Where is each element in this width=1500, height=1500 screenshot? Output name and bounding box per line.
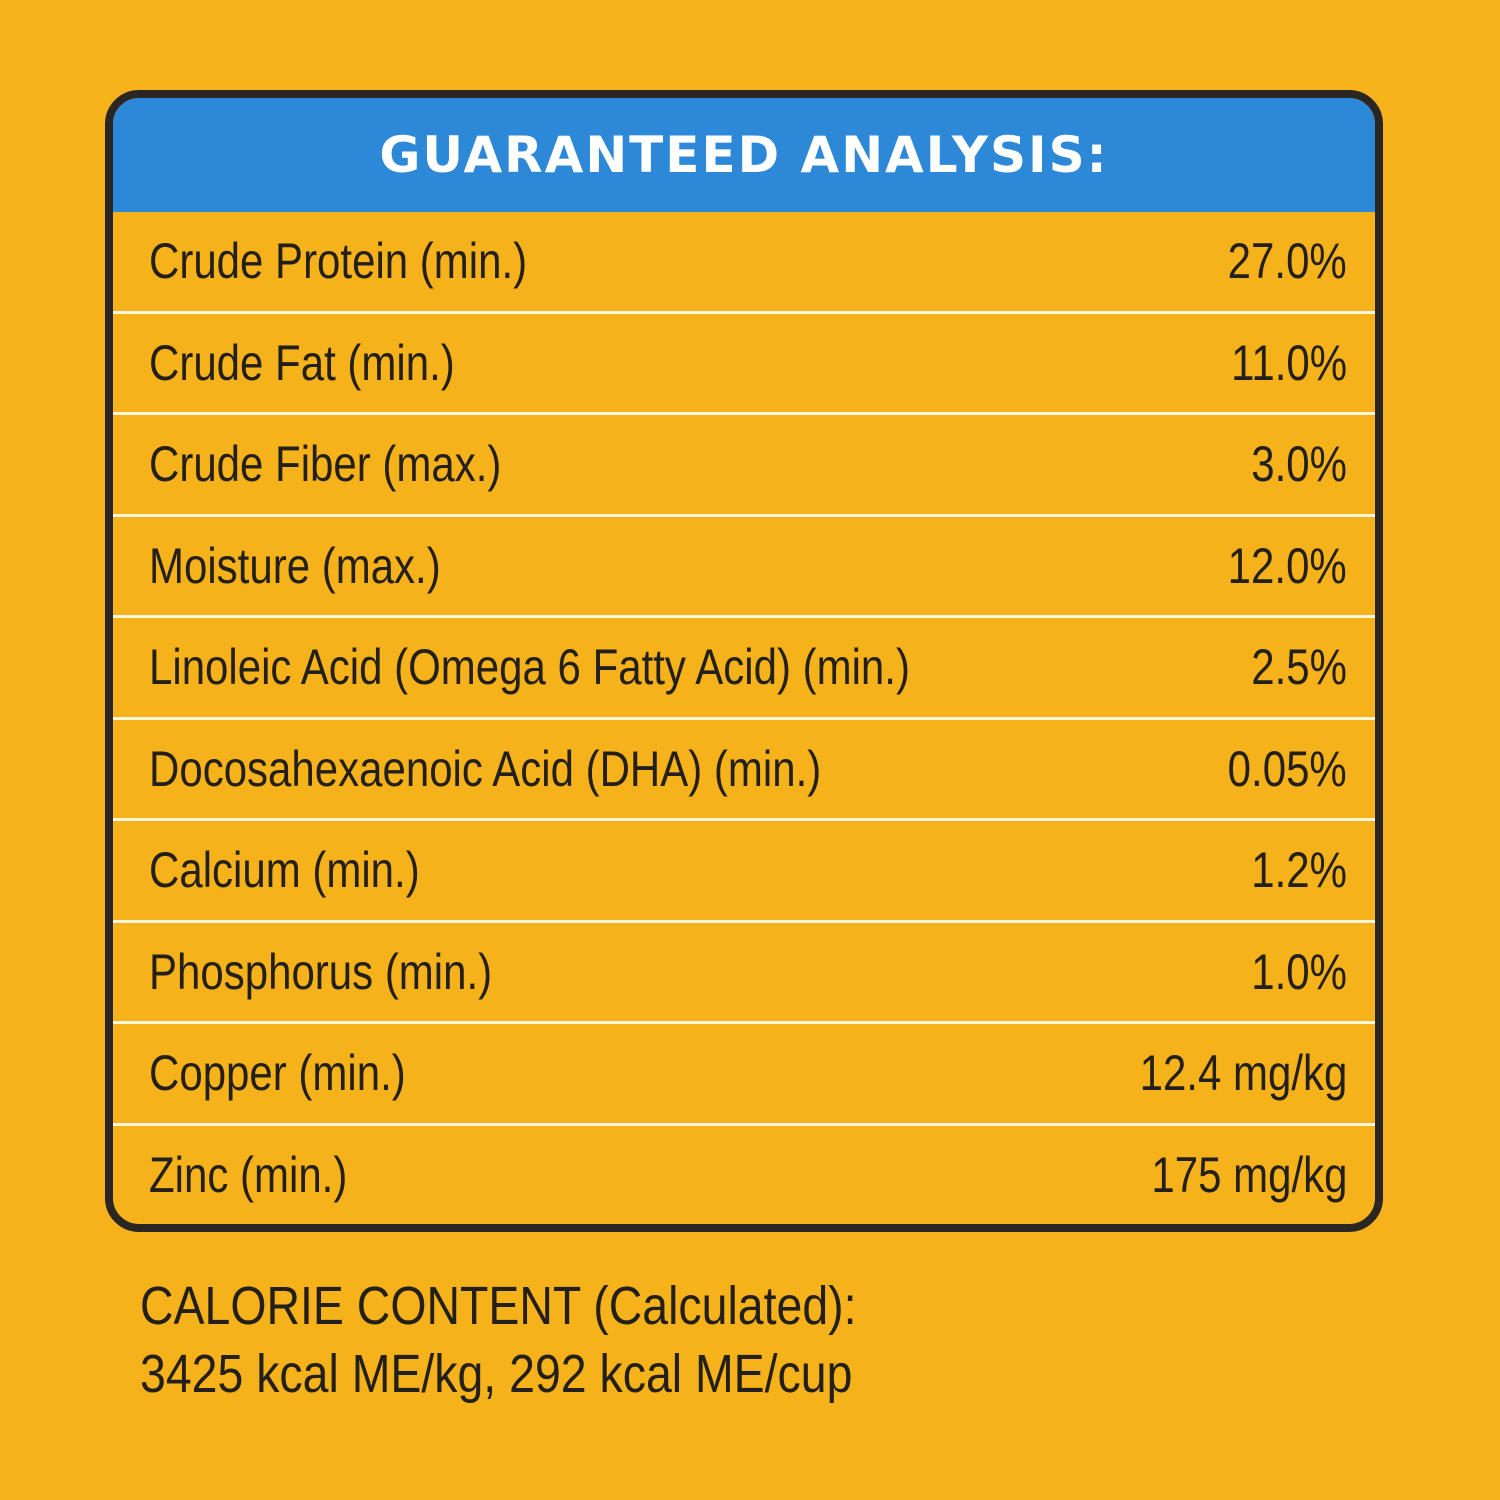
nutrient-value: 1.2%: [1251, 842, 1347, 899]
guaranteed-analysis-panel: GUARANTEED ANALYSIS: Crude Protein (min.…: [105, 90, 1383, 1232]
nutrient-value: 12.0%: [1227, 537, 1347, 594]
calorie-content: CALORIE CONTENT (Calculated): 3425 kcal …: [140, 1272, 857, 1408]
calorie-heading: CALORIE CONTENT (Calculated):: [140, 1276, 857, 1336]
nutrient-label: Crude Fat (min.): [149, 334, 455, 391]
nutrient-value: 2.5%: [1251, 639, 1347, 696]
table-row: Docosahexaenoic Acid (DHA) (min.) 0.05%: [113, 716, 1375, 819]
nutrient-label: Zinc (min.): [149, 1146, 348, 1203]
nutrient-value: 11.0%: [1231, 334, 1347, 391]
table-row: Calcium (min.) 1.2%: [113, 818, 1375, 920]
calorie-value: 3425 kcal ME/kg, 292 kcal ME/cup: [140, 1344, 853, 1404]
table-row: Zinc (min.) 175 mg/kg: [113, 1122, 1375, 1225]
nutrient-label: Copper (min.): [149, 1045, 406, 1102]
table-row: Linoleic Acid (Omega 6 Fatty Acid) (min.…: [113, 615, 1375, 717]
nutrient-label: Linoleic Acid (Omega 6 Fatty Acid) (min.…: [149, 639, 910, 696]
nutrient-value: 1.0%: [1251, 943, 1347, 1000]
nutrient-label: Calcium (min.): [149, 842, 420, 899]
nutrient-label: Moisture (max.): [149, 537, 441, 594]
table-row: Phosphorus (min.) 1.0%: [113, 919, 1375, 1022]
table-row: Crude Protein (min.) 27.0%: [113, 212, 1375, 311]
table-row: Copper (min.) 12.4 mg/kg: [113, 1021, 1375, 1123]
table-row: Moisture (max.) 12.0%: [113, 513, 1375, 616]
nutrient-label: Docosahexaenoic Acid (DHA) (min.): [149, 740, 822, 797]
analysis-table: Crude Protein (min.) 27.0% Crude Fat (min…: [113, 212, 1375, 1224]
nutrient-value: 175 mg/kg: [1150, 1146, 1347, 1203]
panel-header: GUARANTEED ANALYSIS:: [113, 98, 1375, 212]
table-row: Crude Fat (min.) 11.0%: [113, 310, 1375, 413]
nutrient-value: 0.05%: [1227, 740, 1347, 797]
nutrient-value: 12.4 mg/kg: [1139, 1045, 1347, 1102]
panel-title: GUARANTEED ANALYSIS:: [379, 126, 1109, 184]
nutrient-value: 27.0%: [1227, 233, 1347, 290]
nutrient-label: Crude Fiber (max.): [149, 436, 502, 493]
nutrient-label: Crude Protein (min.): [149, 233, 528, 290]
nutrient-label: Phosphorus (min.): [149, 943, 493, 1000]
table-row: Crude Fiber (max.) 3.0%: [113, 412, 1375, 514]
nutrient-value: 3.0%: [1251, 436, 1347, 493]
